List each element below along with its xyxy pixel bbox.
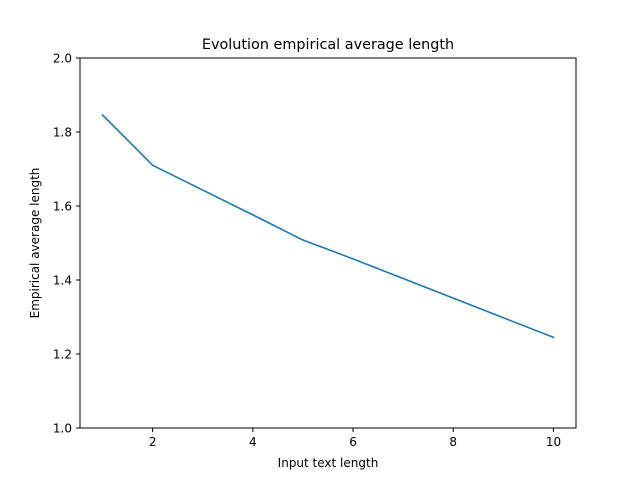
y-tick-label: 2.0 — [53, 52, 72, 66]
x-tick-label: 8 — [449, 435, 457, 449]
x-tick-label: 10 — [546, 435, 561, 449]
y-tick-label: 1.6 — [53, 200, 72, 214]
x-tick-label: 2 — [149, 435, 157, 449]
chart-title: Evolution empirical average length — [202, 37, 454, 53]
series-group — [101, 113, 555, 339]
plot-area: 2 4 6 8 10 1.0 1.2 1.4 1.6 1.8 2.0 — [53, 52, 577, 449]
axes-background — [80, 58, 576, 428]
x-tick-label: 6 — [349, 435, 357, 449]
x-axis-label: Input text length — [278, 456, 379, 470]
x-tick-label: 4 — [249, 435, 257, 449]
y-tick-label: 1.8 — [53, 126, 72, 140]
x-axis-ticks: 2 4 6 8 10 — [149, 428, 561, 449]
series-line-0 — [101, 113, 555, 339]
y-tick-label: 1.0 — [53, 422, 72, 436]
y-axis-ticks: 1.0 1.2 1.4 1.6 1.8 2.0 — [53, 52, 80, 436]
y-axis-label: Empirical average length — [28, 168, 42, 319]
y-tick-label: 1.2 — [53, 348, 72, 362]
axes-frame — [79, 57, 577, 429]
y-tick-label: 1.4 — [53, 274, 72, 288]
